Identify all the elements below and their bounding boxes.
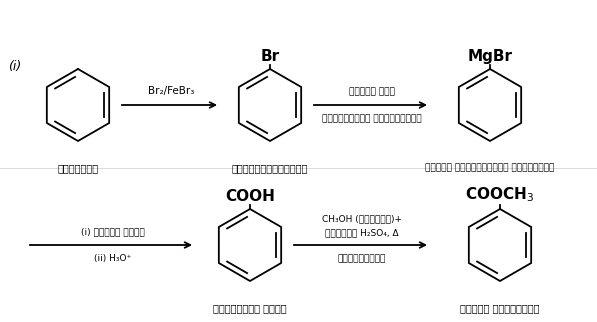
Text: बेन्जोइक अम्ल: बेन्जोइक अम्ल (213, 303, 287, 313)
Text: CH₃OH (आधिक्य)+: CH₃OH (आधिक्य)+ (322, 214, 402, 223)
Text: COOH: COOH (225, 189, 275, 204)
Text: (ii) H₃O⁺: (ii) H₃O⁺ (94, 254, 131, 263)
Text: MgBr: MgBr (467, 49, 512, 64)
Text: (i) शुष्क बर्फ: (i) शुष्क बर्फ (81, 227, 144, 236)
Text: COOCH$_3$: COOCH$_3$ (466, 185, 534, 204)
Text: सांद्र H₂SO₄, Δ: सांद्र H₂SO₄, Δ (325, 228, 399, 237)
Text: Br₂/FeBr₃: Br₂/FeBr₃ (148, 86, 194, 96)
Text: (i): (i) (8, 60, 21, 73)
Text: ब्रोमोबेन्जीन: ब्रोमोबेन्जीन (232, 163, 308, 173)
Text: ग्रीन्यार अभिक्रिया: ग्रीन्यार अभिक्रिया (322, 114, 422, 123)
Text: मेथिल बेन्जोएट: मेथिल बेन्जोएट (460, 303, 540, 313)
Text: बेन्जीन: बेन्जीन (57, 163, 99, 173)
Text: Br: Br (260, 49, 279, 64)
Text: फेनिल मैग्नीशियम ब्रोमाइड: फेनिल मैग्नीशियम ब्रोमाइड (425, 163, 555, 172)
Text: शुष्क ईथर: शुष्क ईथर (349, 87, 395, 96)
Text: एस्टरीकरण: एस्टरीकरण (338, 254, 386, 263)
